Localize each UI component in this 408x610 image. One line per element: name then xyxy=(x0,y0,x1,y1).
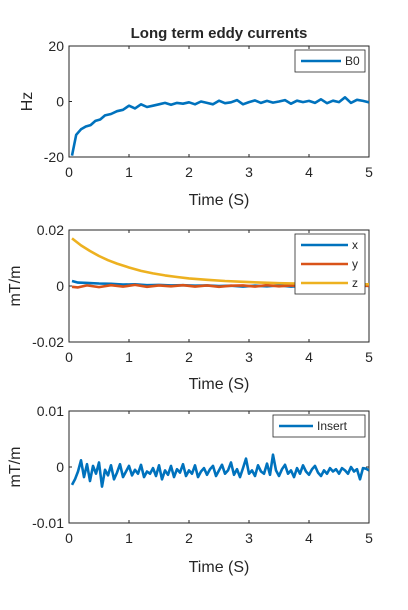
x-tick-label: 0 xyxy=(65,530,73,546)
y-tick-label: -0.01 xyxy=(32,515,64,531)
y-tick-label: 0.01 xyxy=(37,403,64,419)
x-axis-label: Time (S) xyxy=(189,192,250,209)
y-tick-label: -20 xyxy=(44,149,64,165)
y-tick-label: 0 xyxy=(56,94,64,110)
x-tick-label: 4 xyxy=(305,530,313,546)
x-tick-label: 2 xyxy=(185,349,193,365)
x-tick-label: 4 xyxy=(305,349,313,365)
x-tick-label: 1 xyxy=(125,164,133,180)
x-tick-label: 1 xyxy=(125,349,133,365)
x-tick-label: 0 xyxy=(65,349,73,365)
y-axis-label: mT/m xyxy=(7,266,24,307)
y-tick-label: 20 xyxy=(48,38,64,54)
legend-label-Insert: Insert xyxy=(317,419,348,433)
x-tick-label: 3 xyxy=(245,349,253,365)
y-tick-label: 0.02 xyxy=(37,222,64,238)
legend: B0 xyxy=(294,49,366,73)
series-line-Insert xyxy=(70,453,369,488)
legend-label-y: y xyxy=(352,257,358,271)
legend-label-x: x xyxy=(352,238,358,252)
x-tick-label: 3 xyxy=(245,530,253,546)
y-axis-label: mT/m xyxy=(7,447,24,488)
x-tick-label: 5 xyxy=(365,349,373,365)
legend: Insert xyxy=(272,414,366,438)
x-tick-label: 2 xyxy=(185,530,193,546)
x-tick-label: 2 xyxy=(185,164,193,180)
x-axis-label: Time (S) xyxy=(189,559,250,576)
x-tick-label: 3 xyxy=(245,164,253,180)
y-axis-label: Hz xyxy=(19,92,36,112)
y-tick-label: 0 xyxy=(56,278,64,294)
x-tick-label: 5 xyxy=(365,164,373,180)
y-tick-label: -0.02 xyxy=(32,334,64,350)
legend-box xyxy=(272,414,366,438)
x-tick-label: 0 xyxy=(65,164,73,180)
chart-title: Long term eddy currents xyxy=(131,25,308,42)
x-tick-label: 4 xyxy=(305,164,313,180)
legend-label-z: z xyxy=(352,276,358,290)
x-axis-label: Time (S) xyxy=(189,376,250,393)
y-tick-label: 0 xyxy=(56,459,64,475)
x-tick-label: 1 xyxy=(125,530,133,546)
x-tick-label: 5 xyxy=(365,530,373,546)
series-line-B0 xyxy=(70,96,369,156)
legend-label-B0: B0 xyxy=(345,54,360,68)
legend: xyz xyxy=(294,233,366,295)
